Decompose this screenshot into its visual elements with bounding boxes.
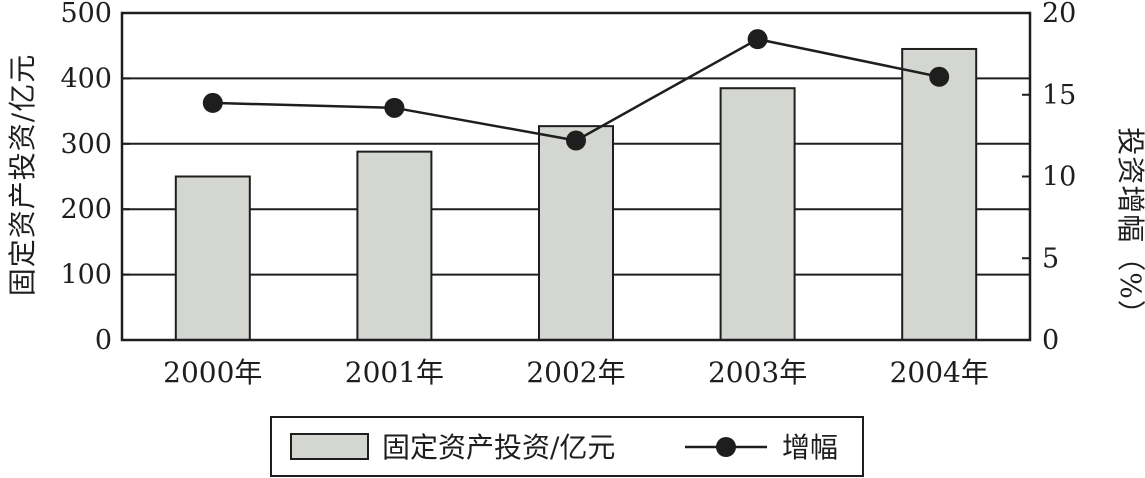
bar: [174, 175, 251, 341]
legend-line-label: 增幅: [782, 431, 838, 464]
bar: [901, 47, 978, 341]
y2-tick-label: 5: [1042, 243, 1059, 274]
x-tick-label: 2003年: [708, 356, 807, 389]
x-tick-label: 2000年: [163, 356, 262, 389]
x-tick-label: 2004年: [890, 356, 989, 389]
y-tick-label: 400: [60, 63, 112, 94]
y2-tick-label: 0: [1042, 325, 1059, 356]
line-series: [202, 29, 950, 151]
y-tick-label: 100: [60, 260, 112, 291]
y2-axis-label: 投资增幅（%）: [1114, 127, 1145, 329]
y-tick-label: 0: [95, 325, 112, 356]
bar: [356, 150, 433, 341]
y-tick-label: 500: [60, 0, 112, 29]
y2-tick-label: 15: [1042, 80, 1076, 111]
y-tick-label: 300: [60, 129, 112, 160]
legend-box: [270, 416, 864, 477]
line-point: [929, 66, 950, 87]
legend-line-marker: [716, 437, 736, 457]
line-point: [202, 92, 223, 113]
y-tick-label: 200: [60, 194, 112, 225]
line-point: [747, 29, 768, 50]
legend-bar-swatch: [290, 433, 369, 460]
bar: [538, 125, 614, 341]
tick-labels: 0 100 200 300 400 500 0 5 10 15 20 2000年 2001年 2002年 2…: [60, 0, 1076, 389]
legend: 固定资产投资/亿元 增幅: [270, 416, 864, 477]
legend-bar-label: 固定资产投资/亿元: [382, 431, 615, 464]
bar-series: [174, 47, 978, 341]
x-tick-label: 2002年: [526, 356, 625, 389]
bar: [719, 87, 796, 341]
y2-tick-label: 10: [1042, 162, 1076, 193]
y2-tick-label: 20: [1042, 0, 1076, 29]
y-axis-label: 固定资产投资/亿元: [6, 54, 39, 296]
x-tick-label: 2001年: [345, 356, 444, 389]
line-point: [384, 97, 405, 118]
line-point: [566, 130, 586, 151]
